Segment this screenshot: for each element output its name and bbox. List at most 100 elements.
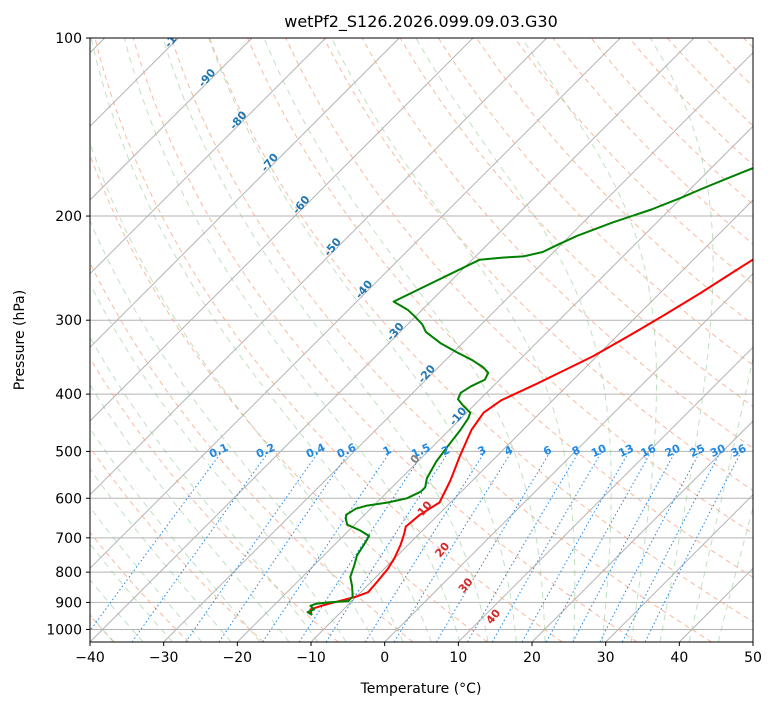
x-axis-label: Temperature (°C) <box>360 681 482 697</box>
moist-adiabat-line <box>263 38 546 642</box>
mixing-ratio-line <box>90 451 223 632</box>
isotherm-line <box>90 38 400 349</box>
moist-adiabat-line <box>90 336 319 642</box>
mixing-ratio-label: 20 <box>663 442 683 460</box>
moist-adiabat-line <box>415 38 612 642</box>
mixing-ratio-label: 30 <box>708 442 728 460</box>
y-tick-label: 400 <box>55 387 82 403</box>
dry-adiabats <box>90 38 753 642</box>
y-tick-label: 1000 <box>46 622 82 638</box>
dry-adiabat-line <box>170 38 712 642</box>
isotherm-line <box>457 346 753 642</box>
x-tick-label: −30 <box>149 650 179 666</box>
x-tick-label: −40 <box>75 650 105 666</box>
chart-title: wetPf2_S126.2026.099.09.03.G30 <box>284 12 558 32</box>
moist-adiabat-line <box>90 384 290 642</box>
plot-frame <box>89 37 754 643</box>
moist-adiabat-line <box>90 141 404 642</box>
dry-adiabat-line <box>209 38 753 623</box>
isotherm-line <box>90 38 327 275</box>
x-tick-label: 50 <box>744 650 762 666</box>
dry-adiabat-line <box>90 446 264 642</box>
y-tick-label: 700 <box>55 531 82 547</box>
dry-adiabat-line <box>90 357 339 642</box>
y-tick-label: 500 <box>55 444 82 460</box>
x-tick-label: 10 <box>449 650 467 666</box>
isobar-grid <box>90 38 753 630</box>
y-axis-label: Pressure (hPa) <box>12 290 28 390</box>
moist-adiabat-line <box>208 38 517 642</box>
isotherm-line <box>90 38 621 570</box>
x-tick-label: −10 <box>296 650 326 666</box>
mixing-ratio-line <box>545 451 652 642</box>
mixing-ratio-label: 25 <box>688 442 707 460</box>
mixing-ratio-line <box>131 451 270 642</box>
x-tick-label: 20 <box>523 650 541 666</box>
y-tick-label: 900 <box>55 595 82 611</box>
moist-adiabat-line <box>649 38 714 642</box>
mixing-ratio-lines <box>90 451 742 642</box>
isotherm-grid <box>90 38 753 642</box>
isotherm-line <box>90 38 253 201</box>
isotherm-line <box>236 125 753 642</box>
x-tick-label: −20 <box>223 650 253 666</box>
dry-adiabat-line <box>90 531 190 642</box>
isotherm-line <box>605 493 753 642</box>
dry-adiabat-line <box>90 261 414 642</box>
mixing-ratio-label: 36 <box>729 442 749 460</box>
dry-adiabat-line <box>94 38 563 642</box>
mixing-ratio-line <box>325 451 450 642</box>
dry-adiabat-line <box>514 38 753 285</box>
y-axis-ticks: 100 200 300 400 500 600 700 800 900 1000 <box>46 31 90 638</box>
temperature-profile-line <box>309 258 753 614</box>
y-tick-label: 100 <box>55 31 82 47</box>
moist-adiabat-line <box>331 38 576 642</box>
mixing-ratio-line <box>262 451 391 642</box>
mixing-ratio-line <box>644 451 742 642</box>
dry-adiabat-line <box>399 38 753 408</box>
moist-adiabats <box>90 38 753 642</box>
isotherm-line <box>531 420 753 642</box>
dry-adiabat-line <box>247 38 753 578</box>
mixing-ratio-line <box>298 451 425 642</box>
x-axis-ticks: −40 −30 −20 −10 0 10 20 30 40 50 <box>75 642 762 666</box>
dry-adiabat-line <box>90 153 488 642</box>
plot-area: 0.10.20.40.611.52346810131620253036-100-… <box>90 38 753 642</box>
dewpoint-profile-line <box>306 167 753 616</box>
mixing-ratio-line <box>393 451 513 642</box>
y-tick-label: 800 <box>55 565 82 581</box>
y-tick-label: 200 <box>55 209 82 225</box>
mixing-ratio-line <box>218 451 351 642</box>
x-tick-label: 30 <box>597 650 615 666</box>
dry-adiabat-line <box>285 38 753 535</box>
moist-adiabat-line <box>688 356 753 642</box>
x-tick-label: 40 <box>670 650 688 666</box>
moist-adiabat-line <box>123 38 461 642</box>
isotherm-line <box>90 38 695 642</box>
profile-series <box>306 167 753 616</box>
isotherm-line <box>90 38 548 496</box>
mixing-ratio-line <box>521 451 630 642</box>
isotherm-line <box>384 272 753 642</box>
moist-adiabat-line <box>90 282 347 642</box>
y-tick-label: 600 <box>55 491 82 507</box>
moist-adiabat-line <box>90 219 376 642</box>
moist-adiabat-line <box>162 38 489 642</box>
mixing-ratio-label: 16 <box>639 442 659 460</box>
moist-adiabat-line <box>90 468 232 642</box>
dry-adiabat-line <box>132 38 638 642</box>
moist-adiabat-line <box>521 38 657 642</box>
mixing-ratio-line <box>621 451 722 642</box>
isotherm-line <box>90 38 474 422</box>
mixing-ratio-label: 10 <box>589 442 609 460</box>
x-tick-label: 0 <box>380 650 389 666</box>
mixing-ratio-label: 13 <box>617 442 636 460</box>
moist-adiabat-line <box>90 427 261 642</box>
moist-adiabat-line <box>90 38 432 642</box>
isotherm-line <box>163 51 753 642</box>
mixing-ratio-line <box>185 451 320 642</box>
mixing-ratio-line <box>572 451 676 642</box>
y-tick-label: 300 <box>55 313 82 329</box>
